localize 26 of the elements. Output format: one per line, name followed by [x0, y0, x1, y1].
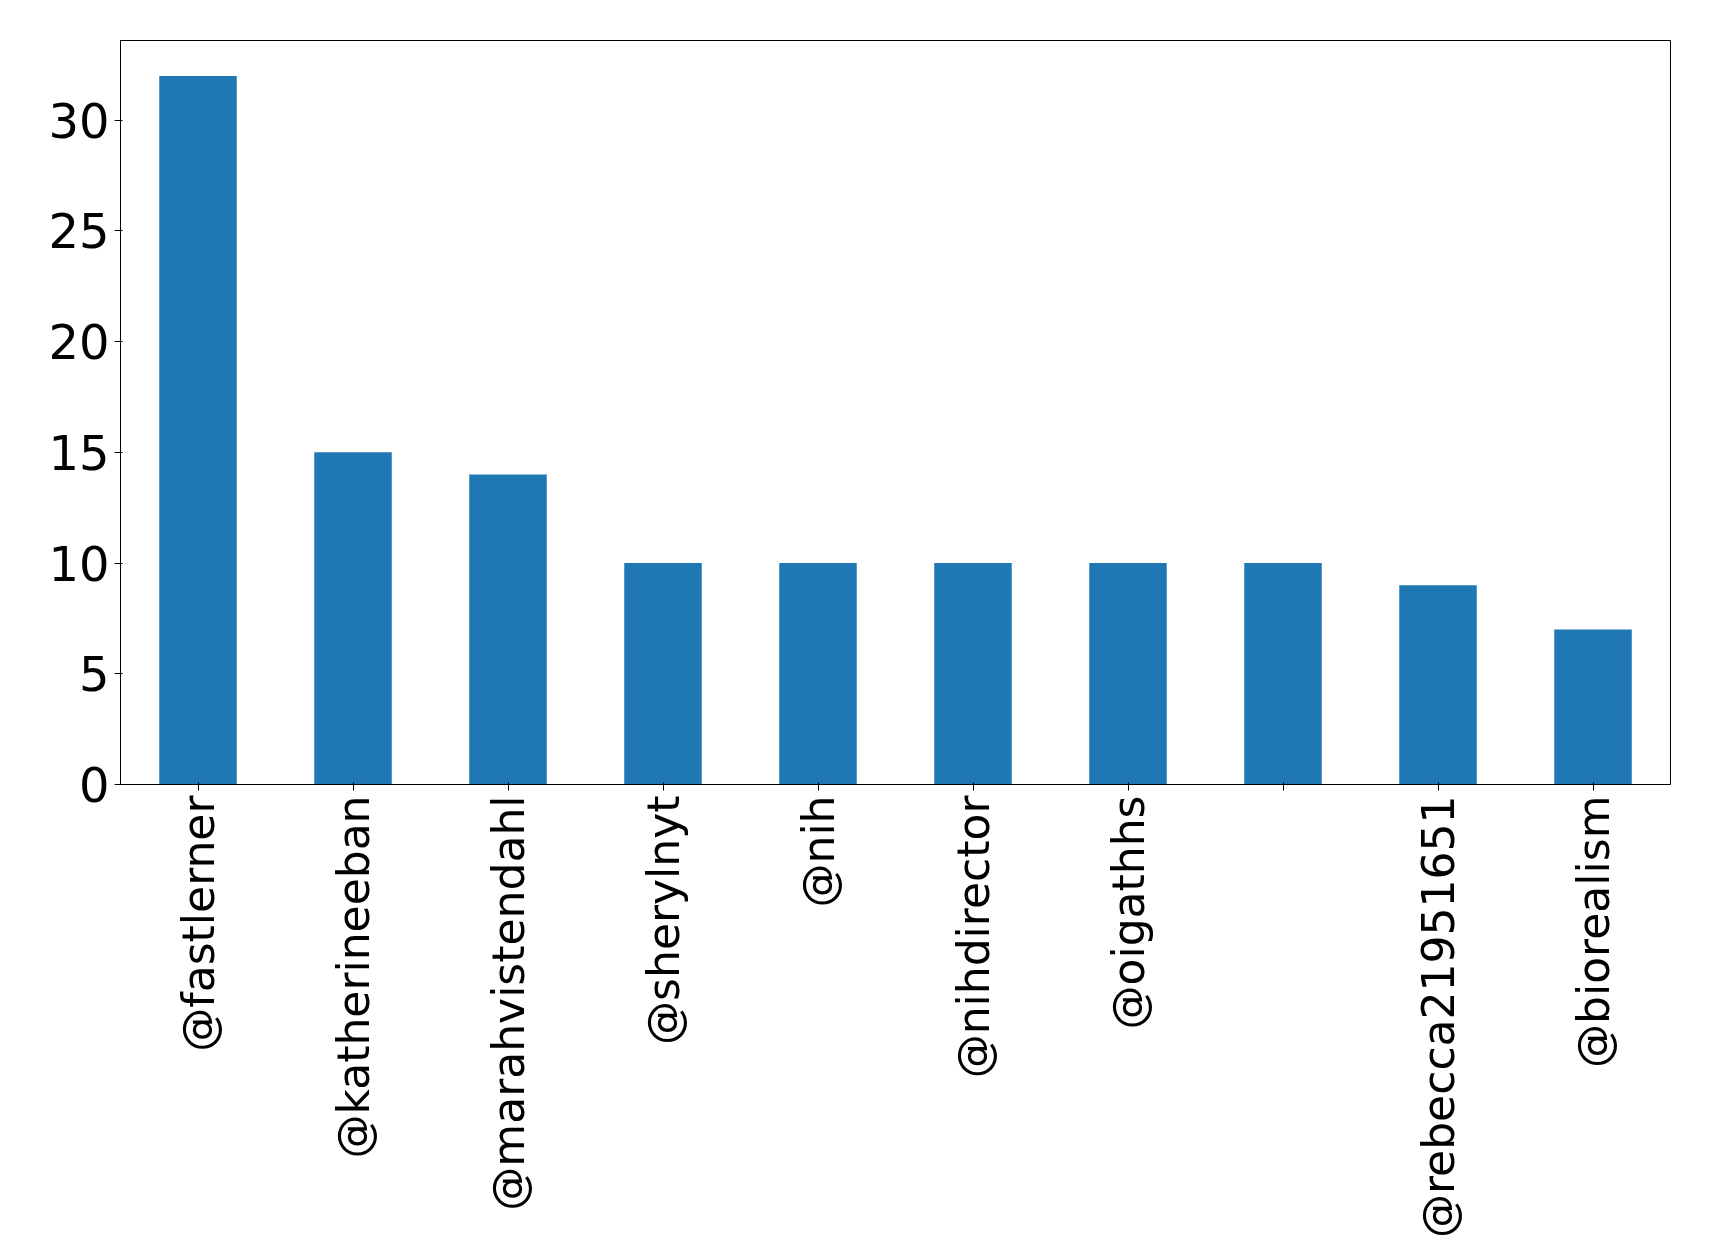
- x-tick-label: @nihdirector: [947, 794, 999, 1079]
- bar: [314, 452, 392, 785]
- y-tick-label: 25: [48, 203, 110, 260]
- x-tick-label: @biorealism: [1567, 795, 1619, 1068]
- y-tick-label: 0: [78, 757, 110, 813]
- y-tick-label: 30: [48, 92, 110, 149]
- x-tick-label: @nih: [792, 795, 844, 908]
- bar: [1089, 563, 1167, 785]
- y-tick-label: 10: [48, 535, 110, 592]
- bar: [1399, 585, 1477, 785]
- y-tick-label: 5: [78, 646, 110, 703]
- y-tick-label: 20: [48, 314, 110, 371]
- x-tick-label: @rebecca21951651: [1412, 795, 1464, 1238]
- y-tick-label: 15: [48, 424, 110, 481]
- bar: [624, 563, 702, 785]
- bar: [469, 474, 547, 785]
- bar: [779, 563, 857, 785]
- bar: [1554, 629, 1632, 785]
- x-tick-label: @marahvistendahl: [482, 795, 534, 1211]
- bar: [1244, 563, 1322, 785]
- x-tick-label: @katherineeban: [327, 795, 379, 1159]
- x-tick-label: @oigathhs: [1102, 795, 1154, 1030]
- x-tick-label: @sherylnyt: [637, 795, 689, 1045]
- bar: [934, 563, 1012, 785]
- x-tick-label: @fastlerner: [172, 794, 224, 1052]
- bar: [159, 75, 237, 785]
